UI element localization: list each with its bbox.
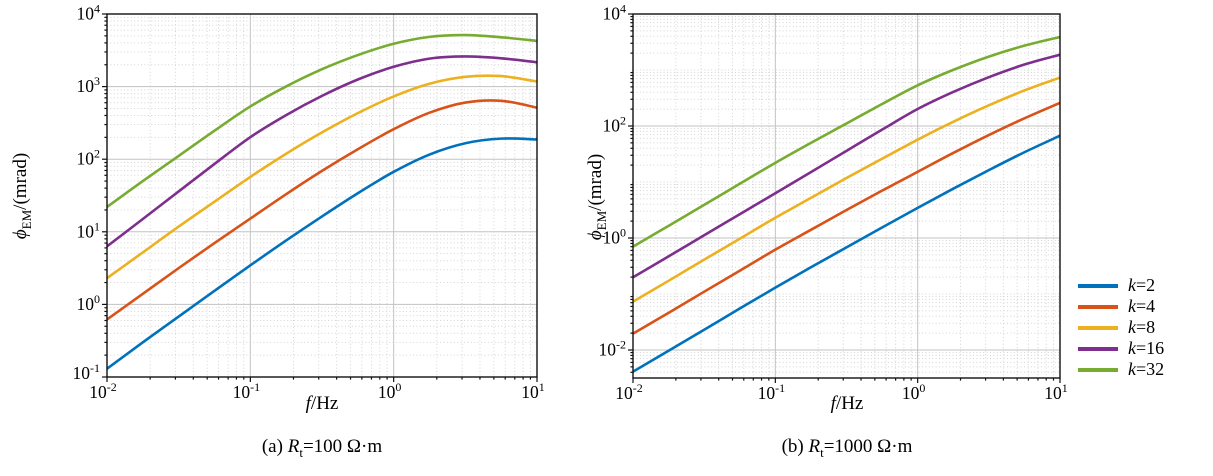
series-curves (107, 33, 537, 370)
x-axis-label-left: f/Hz (306, 393, 339, 415)
svg-text:10-1: 10-1 (233, 380, 260, 402)
grid (633, 14, 1060, 378)
caption-symbol: R (287, 436, 300, 457)
svg-text:10-2: 10-2 (615, 381, 643, 403)
caption-value: =100 Ω·m (302, 436, 383, 457)
x-unit: /Hz (310, 393, 339, 414)
legend-line-swatch (1078, 283, 1118, 288)
axes-box (106, 13, 538, 378)
f-symbol: f (305, 393, 311, 414)
svg-text:102: 102 (77, 147, 101, 169)
svg-text:10-1: 10-1 (758, 381, 786, 403)
svg-text:100: 100 (77, 292, 101, 314)
caption-index: (b) (781, 436, 809, 457)
legend-item-k32: k=32 (1078, 359, 1164, 380)
legend-line-swatch (1078, 346, 1118, 351)
y-unit: /(mrad) (585, 153, 606, 211)
series-curves (633, 35, 1060, 373)
legend-label: k=4 (1128, 296, 1156, 316)
svg-text:101: 101 (77, 219, 101, 241)
x-unit: /Hz (835, 393, 864, 414)
legend-item-k16: k=16 (1078, 338, 1164, 359)
series-line-k=32 (107, 33, 537, 208)
grid (107, 14, 537, 377)
svg-text:10-1: 10-1 (73, 361, 101, 383)
tick-marks (102, 13, 538, 382)
svg-text:101: 101 (1044, 381, 1068, 403)
series-line-k=8 (107, 74, 537, 280)
svg-text:10-2: 10-2 (89, 380, 117, 402)
legend-label: k=8 (1128, 317, 1156, 337)
legend-item-k8: k=8 (1078, 317, 1164, 338)
svg-text:10-2: 10-2 (599, 338, 627, 360)
svg-text:104: 104 (603, 2, 627, 24)
caption-subscript: t (820, 444, 824, 460)
phi-subscript: EM (593, 210, 609, 231)
series-line-k=4 (633, 101, 1060, 335)
y-axis-label-left: ϕEM/(mrad) (10, 152, 34, 240)
caption-subscript: t (299, 444, 303, 460)
legend-line-swatch (1078, 367, 1118, 372)
series-line-k=32 (633, 35, 1060, 248)
axes-box (632, 13, 1061, 379)
series-line-k=4 (107, 99, 537, 321)
phi-symbol: ϕ (10, 229, 31, 240)
caption-index: (a) (261, 436, 288, 457)
svg-text:101: 101 (521, 380, 545, 402)
tick-marks (628, 13, 1061, 383)
series-line-k=2 (633, 134, 1060, 373)
svg-text:104: 104 (77, 2, 101, 24)
series-line-k=2 (107, 137, 537, 370)
legend-label: k=16 (1128, 338, 1165, 358)
subplot-caption-b: (b) Rt=1000 Ω·m (781, 436, 913, 460)
caption-symbol: R (808, 436, 821, 457)
svg-text:103: 103 (77, 74, 101, 96)
legend-line-swatch (1078, 325, 1118, 330)
legend-item-k2: k=2 (1078, 275, 1164, 296)
series-line-k=16 (107, 55, 537, 248)
legend-label: k=2 (1128, 275, 1156, 295)
subplot-caption-a: (a) Rt=100 Ω·m (261, 436, 383, 460)
legend-label: k=32 (1128, 359, 1165, 379)
caption-value: =1000 Ω·m (823, 436, 913, 457)
svg-text:102: 102 (603, 114, 627, 136)
legend-line-swatch (1078, 304, 1118, 309)
phi-subscript: EM (18, 209, 34, 230)
legend-item-k4: k=4 (1078, 296, 1164, 317)
svg-text:100: 100 (902, 381, 926, 403)
series-line-k=8 (633, 76, 1060, 303)
series-line-k=16 (633, 53, 1060, 279)
legend: k=2 k=4 k=8 k=16 k=32 (1078, 275, 1164, 380)
y-unit: /(mrad) (10, 152, 31, 210)
y-axis-label-right: ϕEM/(mrad) (585, 153, 609, 241)
x-axis-label-right: f/Hz (831, 393, 864, 415)
f-symbol: f (830, 393, 836, 414)
phi-symbol: ϕ (585, 230, 606, 241)
svg-text:100: 100 (378, 380, 402, 402)
